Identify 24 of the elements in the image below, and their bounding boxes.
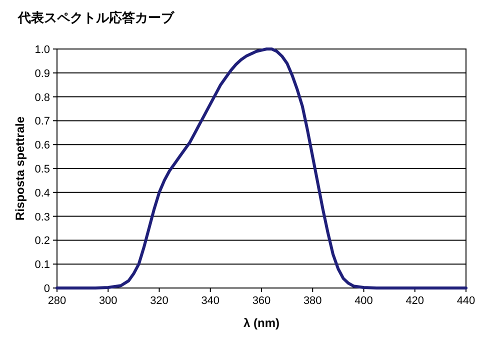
- x-tick-label: 340: [201, 295, 220, 307]
- y-tick-label: 0.9: [34, 68, 50, 80]
- x-tick-label: 300: [98, 295, 118, 307]
- chart-title: 代表スペクトル応答カーブ: [17, 10, 175, 25]
- plot: 0 0.1 0.2 0.3 0.4 0.5 0.6 0.7 0.8 0.9 1.0 280 300 320 340 360 380 400 420 440: [34, 44, 476, 307]
- x-tick-label: 400: [354, 295, 373, 307]
- y-tick-label: 0.2: [34, 235, 50, 248]
- x-tick-label: 420: [406, 295, 424, 307]
- x-tick-label: 380: [303, 295, 322, 307]
- x-tick-label: 280: [48, 295, 66, 307]
- y-tick-label: 0: [44, 283, 50, 295]
- y-tick-label: 0.8: [34, 92, 50, 104]
- y-tick-label: 0.1: [34, 259, 50, 272]
- y-tick-label: 0.4: [34, 187, 50, 200]
- y-tick-label: 0.5: [34, 164, 50, 176]
- y-tick-label: 1.0: [34, 44, 50, 56]
- y-tick-label: 0.7: [34, 116, 50, 128]
- y-tick-label: 0.3: [34, 211, 50, 224]
- x-tick-label: 320: [150, 295, 168, 307]
- y-axis-title: Risposta spettrale: [13, 116, 27, 221]
- x-axis-title: λ (nm): [244, 316, 280, 330]
- y-tick-label: 0.6: [34, 140, 50, 152]
- x-tick-label: 440: [456, 295, 476, 307]
- x-tick-label: 360: [252, 295, 271, 307]
